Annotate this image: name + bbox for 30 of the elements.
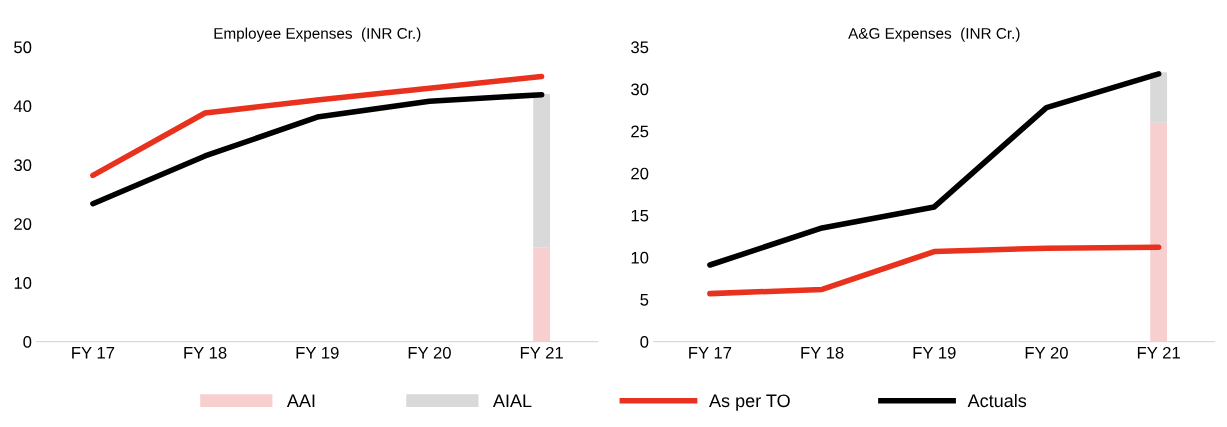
- y-tick-label: 30: [631, 83, 649, 96]
- y-tick-label: 5: [640, 294, 649, 306]
- x-tick-label: FY 19: [296, 346, 339, 359]
- y-tick-label: 10: [631, 251, 649, 264]
- x-tick-label: FY 19: [913, 346, 956, 359]
- y-tick-label: 20: [631, 167, 649, 180]
- y-tick-label: 15: [631, 209, 649, 222]
- chart-title: Employee Expenses (INR Cr.): [214, 27, 421, 42]
- y-tick-label: 25: [631, 125, 649, 138]
- x-tick-label: FY 18: [184, 346, 227, 359]
- x-tick-label: FY 20: [408, 346, 451, 359]
- x-tick-label: FY 18: [801, 346, 844, 359]
- x-tick-label: FY 21: [520, 346, 563, 359]
- x-tick-label: FY 20: [1025, 346, 1068, 359]
- legend-label: Actuals: [967, 393, 1027, 408]
- y-tick-label: 10: [14, 277, 32, 289]
- y-tick-label: 30: [14, 159, 32, 172]
- x-tick-label: FY 21: [1137, 346, 1180, 359]
- y-tick-label: 0: [640, 336, 649, 348]
- chart-title: A&G Expenses (INR Cr.): [848, 27, 1020, 42]
- y-tick-label: 40: [13, 100, 32, 113]
- y-tick-label: 50: [14, 41, 32, 54]
- x-tick-label: FY 17: [689, 347, 732, 359]
- y-tick-label: 0: [23, 336, 32, 348]
- y-tick-label: 20: [14, 218, 32, 230]
- legend-label: As per TO: [709, 394, 790, 411]
- legend-label: AIAL: [492, 394, 532, 407]
- y-tick-label: 35: [631, 41, 649, 54]
- x-tick-label: FY 17: [72, 347, 115, 359]
- legend-label: AAI: [286, 394, 315, 407]
